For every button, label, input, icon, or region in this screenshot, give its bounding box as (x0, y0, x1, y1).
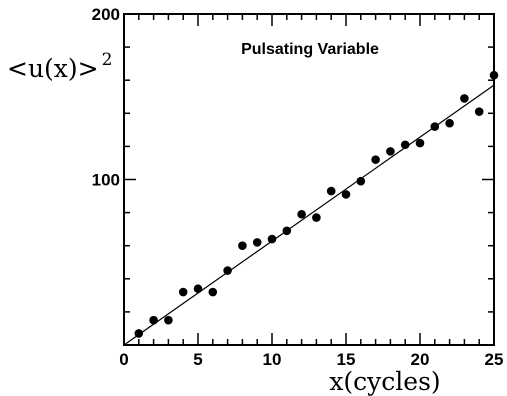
major-ticks (123, 13, 495, 346)
data-point (238, 241, 247, 250)
x-tick-label: 15 (337, 350, 356, 369)
data-point (356, 176, 366, 186)
x-tick-label: 5 (193, 350, 202, 369)
data-point (267, 234, 277, 244)
y-tick-labels: 100 200 (92, 5, 120, 190)
data-point (460, 94, 469, 103)
y-tick-label: 200 (92, 5, 120, 24)
data-point (149, 315, 158, 325)
data-point (164, 315, 173, 325)
data-point (341, 190, 351, 199)
data-point (252, 238, 262, 247)
data-point (223, 266, 232, 275)
x-tick-label: 25 (485, 350, 504, 369)
data-points (134, 70, 499, 338)
data-point (445, 118, 454, 128)
data-point (326, 186, 336, 196)
x-tick-labels: 0 5 10 15 20 25 (119, 350, 503, 369)
x-tick-label: 10 (263, 350, 282, 369)
y-tick-label: 100 (92, 171, 120, 190)
x-tick-label: 0 (119, 350, 128, 369)
y-axis-label: <u(x)> 2 (7, 50, 112, 83)
data-point (208, 287, 218, 297)
data-point (312, 213, 321, 222)
plot-frame (123, 13, 495, 346)
data-point (474, 107, 484, 116)
data-point (430, 122, 440, 131)
y-axis-label-text: <u(x)> (7, 54, 99, 83)
data-point (134, 329, 144, 338)
data-point (386, 147, 395, 156)
y-axis-label-exponent: 2 (102, 50, 113, 70)
fit-line (123, 84, 495, 346)
x-tick-label: 20 (411, 350, 430, 369)
data-point (415, 138, 425, 148)
data-point (297, 209, 306, 219)
chart-title: Pulsating Variable (241, 41, 379, 58)
minor-ticks (124, 14, 494, 345)
data-point (178, 287, 188, 297)
data-point (193, 284, 203, 294)
data-point (400, 140, 410, 150)
x-axis-label: x(cycles) (329, 367, 440, 396)
data-point (371, 155, 380, 164)
data-point (282, 226, 292, 236)
data-point (489, 70, 499, 80)
